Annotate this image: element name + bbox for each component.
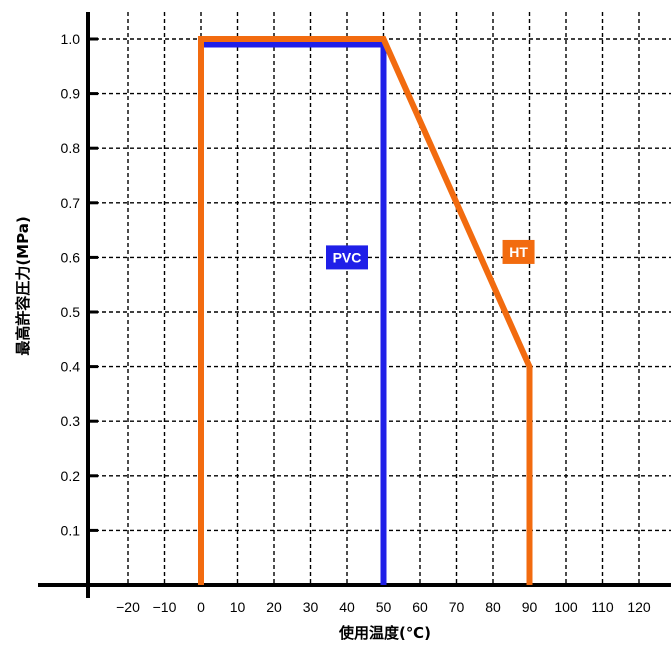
x-tick-label: 60 [412, 599, 428, 615]
x-tick-label: 0 [197, 599, 205, 615]
y-axis-title: 最高許容圧力(MPa) [14, 216, 32, 355]
y-tick-label: 0.4 [61, 359, 81, 375]
series-tag-label: PVC [333, 249, 362, 265]
tick-labels: −20 −10 0 10 20 30 40 50 60 70 80 90 100 110 120 0.1 0.2… [61, 31, 651, 615]
x-tick-label: 110 [591, 599, 614, 615]
y-tick-label: 0.9 [61, 86, 81, 102]
series-line-ht [198, 36, 533, 585]
y-tick-label: 0.8 [61, 140, 81, 156]
series-tag-ht [502, 239, 535, 264]
y-tick-label: 0.7 [61, 195, 81, 211]
x-tick-label: 80 [485, 599, 501, 615]
x-tick-label: 40 [339, 599, 355, 615]
x-axis-title: 使用温度(℃) [338, 624, 431, 642]
x-tick-label: 10 [230, 599, 246, 615]
y-tick-label: 1.0 [61, 31, 81, 47]
series-tags: PVC HT [326, 239, 535, 270]
y-tick-label: 0.2 [61, 468, 81, 484]
x-tick-label: 50 [376, 599, 392, 615]
x-tick-label: −10 [153, 599, 177, 615]
series-line-pvc [198, 41, 387, 585]
x-tick-label: 30 [303, 599, 319, 615]
y-tick-label: 0.3 [61, 413, 81, 429]
axes [38, 12, 671, 598]
x-tick-label: 100 [554, 599, 578, 615]
y-tick-label: 0.1 [61, 522, 81, 538]
x-tick-label: 70 [449, 599, 465, 615]
series-tag-label: HT [509, 244, 528, 260]
series-tag-pvc [326, 245, 368, 270]
y-tick-label: 0.5 [61, 304, 81, 320]
y-tick-label: 0.6 [61, 249, 81, 265]
x-tick-label: 20 [266, 599, 282, 615]
x-tick-label: 120 [627, 599, 651, 615]
series-lines [198, 36, 533, 585]
x-tick-label: 90 [522, 599, 538, 615]
x-tick-label: −20 [116, 599, 140, 615]
grid-lines [88, 12, 671, 585]
